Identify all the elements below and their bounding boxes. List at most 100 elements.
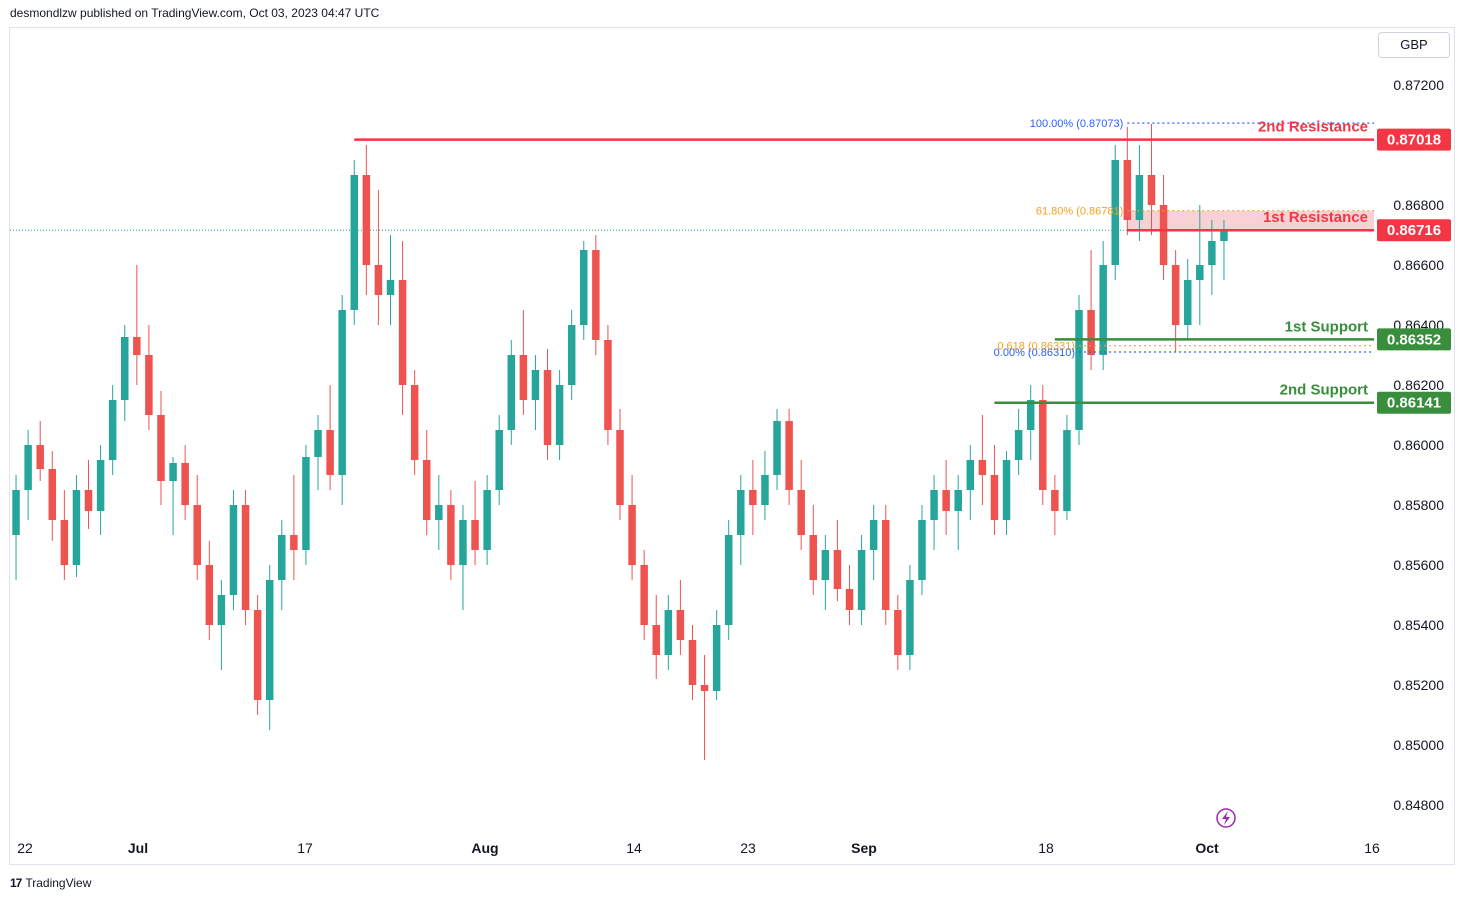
x-tick-label: 16: [1364, 840, 1380, 856]
candle-body: [737, 490, 745, 535]
x-tick-label: Oct: [1195, 840, 1219, 856]
candle-body: [1075, 310, 1083, 430]
y-tick-label: 0.85200: [1393, 677, 1444, 693]
level-label: 1st Support: [1285, 318, 1368, 335]
candle-body: [652, 625, 660, 655]
candle-body: [1111, 160, 1119, 265]
price-tag: [1377, 391, 1451, 414]
candle-body: [398, 280, 407, 385]
candle-body: [1208, 241, 1216, 265]
candle-body: [700, 685, 709, 691]
candle-body: [193, 505, 201, 565]
x-tick-label: 18: [1038, 840, 1054, 856]
candle-body: [290, 535, 298, 550]
x-tick-label: 23: [740, 840, 756, 856]
fib-level-label: 0.618 (0.86331): [997, 341, 1075, 353]
candle-body: [338, 310, 346, 475]
candle-body: [181, 463, 189, 505]
x-tick-label: Jul: [128, 840, 148, 856]
candle-body: [253, 610, 262, 700]
lightning-icon: [1216, 808, 1236, 828]
candle-body: [459, 520, 467, 565]
candle-body: [1026, 400, 1035, 430]
candle-body: [1220, 229, 1228, 241]
candle-body: [833, 550, 842, 589]
candle-body: [48, 469, 57, 520]
currency-selector[interactable]: GBP: [1378, 32, 1450, 58]
price-tag: [1377, 128, 1451, 151]
candle-body: [555, 385, 564, 445]
candle-body: [978, 460, 987, 475]
candle-body: [881, 520, 890, 610]
candle-body: [1063, 430, 1071, 511]
candle-body: [12, 490, 20, 535]
fib-level-label: 100.00% (0.87073): [1030, 118, 1124, 130]
candle-body: [942, 490, 950, 511]
candle-body: [567, 325, 576, 385]
candle-body: [543, 370, 552, 445]
candle-body: [809, 535, 818, 580]
candle-body: [930, 490, 938, 520]
candle-body: [278, 535, 286, 580]
candle-body: [1087, 310, 1095, 355]
tradingview-logo-icon: 17: [10, 876, 22, 890]
y-tick-label: 0.84800: [1393, 797, 1444, 813]
candle-body: [1002, 460, 1011, 520]
candle-body: [483, 490, 491, 550]
candle-body: [241, 505, 250, 610]
candle-body: [628, 505, 636, 565]
y-tick-label: 0.86000: [1393, 437, 1444, 453]
x-tick-label: 14: [626, 840, 642, 856]
price-tag-label: 0.86141: [1387, 395, 1441, 412]
candle-body: [72, 490, 81, 565]
candle-body: [688, 640, 697, 685]
candle-body: [712, 625, 721, 691]
fib-level-label: 61.80% (0.86781): [1036, 206, 1123, 218]
candle-body: [1014, 430, 1023, 460]
candle-body: [96, 460, 105, 511]
y-tick-label: 0.85600: [1393, 557, 1444, 573]
candle-body: [990, 475, 999, 520]
candle-body: [265, 580, 274, 700]
x-tick-label: 17: [297, 840, 313, 856]
y-tick-label: 0.86800: [1393, 197, 1444, 213]
candle-body: [640, 565, 648, 625]
candle-body: [374, 265, 383, 295]
candle-body: [785, 421, 793, 490]
candle-body: [821, 550, 830, 580]
x-tick-label: 22: [17, 840, 33, 856]
candle-body: [519, 355, 528, 400]
candle-body: [724, 535, 733, 625]
candle-body: [906, 580, 914, 655]
candle-body: [471, 520, 479, 550]
level-label: 1st Resistance: [1263, 209, 1368, 226]
candle-body: [1147, 175, 1156, 205]
y-tick-label: 0.85400: [1393, 617, 1444, 633]
candle-body: [954, 490, 962, 511]
candle-body: [60, 520, 69, 565]
candle-body: [362, 175, 371, 265]
candle-body: [507, 355, 516, 430]
candle-body: [24, 445, 32, 490]
candle-body: [229, 505, 238, 595]
price-tag: [1377, 328, 1451, 351]
candle-body: [664, 610, 673, 655]
candle-body: [495, 430, 503, 490]
candle-body: [531, 370, 540, 400]
candle-body: [773, 421, 781, 475]
candle-body: [1196, 265, 1204, 280]
candle-body: [1183, 280, 1192, 325]
candle-body: [1039, 400, 1047, 490]
resistance-zone: [1127, 211, 1374, 231]
candle-body: [386, 280, 395, 295]
candle-body: [966, 460, 975, 490]
candle-body: [84, 490, 93, 511]
candle-body: [1135, 175, 1144, 220]
lightning-icon-bolt: [1222, 811, 1230, 825]
candle-body: [410, 385, 419, 460]
y-tick-label: 0.87200: [1393, 77, 1444, 93]
candle-body: [857, 550, 866, 610]
footer-brand: TradingView: [25, 876, 92, 890]
x-tick-label: Aug: [471, 840, 498, 856]
